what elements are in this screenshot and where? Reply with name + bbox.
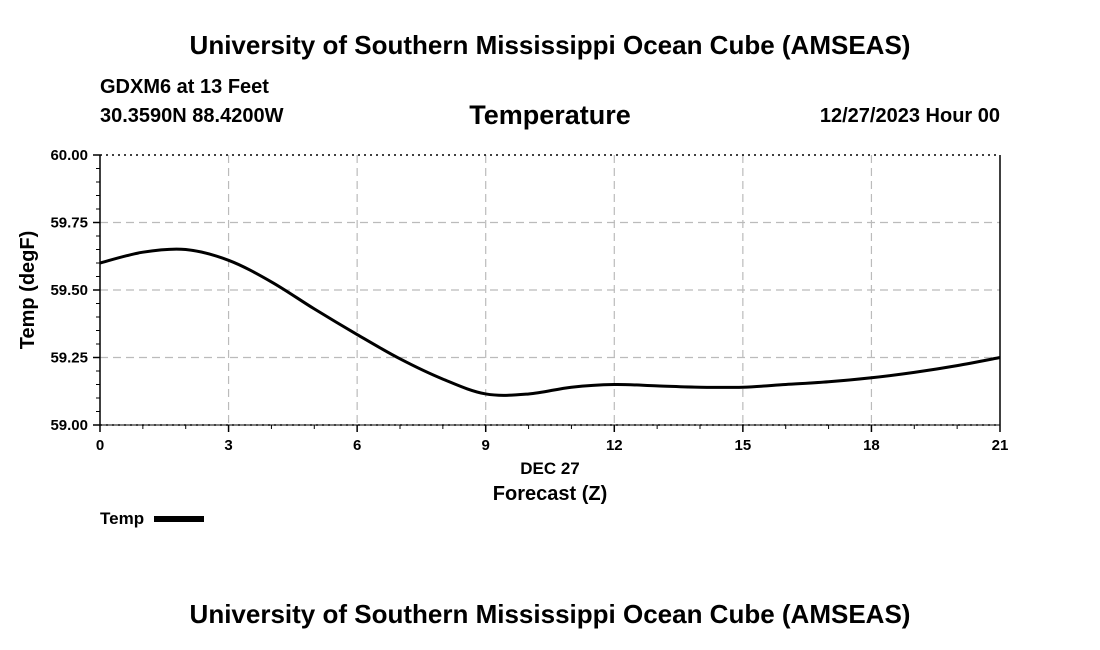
page-title: University of Southern Mississippi Ocean…: [189, 30, 911, 60]
x-tick-label: 3: [224, 437, 232, 454]
x-tick-label: 12: [606, 437, 623, 454]
y-tick-label: 59.00: [50, 417, 88, 434]
x-tick-label: 6: [353, 437, 361, 454]
chart-title: Temperature: [469, 100, 631, 130]
y-tick-label: 60.00: [50, 147, 88, 164]
y-tick-label: 59.50: [50, 282, 88, 299]
footer-title: University of Southern Mississippi Ocean…: [189, 599, 911, 629]
x-tick-label: 21: [992, 437, 1009, 454]
legend-label-temp: Temp: [100, 509, 145, 528]
y-axis-label: Temp (degF): [17, 231, 39, 350]
x-axis-label: Forecast (Z): [493, 483, 607, 505]
run-time-label: 12/27/2023 Hour 00: [819, 105, 1000, 127]
x-tick-label: 0: [96, 437, 104, 454]
x-tick-label: 15: [735, 437, 752, 454]
x-axis-date-label: DEC 27: [520, 459, 580, 478]
chart-legend: Temp: [100, 509, 205, 529]
x-tick-label: 9: [482, 437, 490, 454]
y-tick-label: 59.75: [50, 215, 88, 232]
station-label: GDXM6 at 13 Feet: [100, 76, 269, 98]
station-coordinates: 30.3590N 88.4200W: [100, 105, 284, 127]
series-line-temp: [99, 247, 1001, 397]
legend-swatch-temp: [154, 516, 205, 522]
y-tick-label: 59.25: [50, 350, 88, 367]
x-tick-label: 18: [863, 437, 880, 454]
